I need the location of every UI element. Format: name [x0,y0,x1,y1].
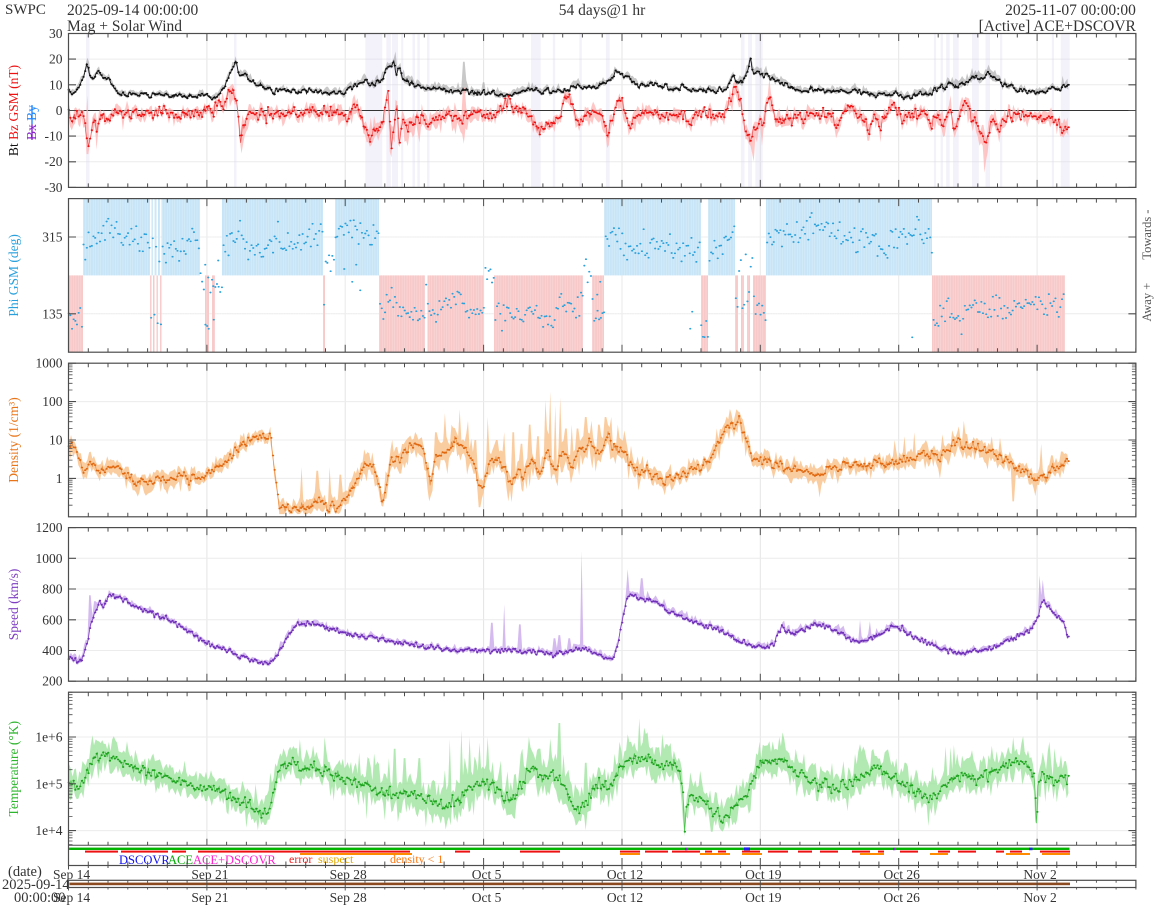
svg-text:Sep 14: Sep 14 [53,890,90,905]
svg-text:(date): (date) [8,864,42,880]
svg-text:Towards -: Towards - [1140,210,1154,260]
svg-text:-30: -30 [45,180,63,195]
svg-text:error: error [289,852,312,866]
svg-text:Density (1/cm³): Density (1/cm³) [6,397,21,482]
svg-text:Sep 21: Sep 21 [191,890,228,905]
svg-text:Nov 2: Nov 2 [1023,867,1056,882]
svg-text:1200: 1200 [36,520,63,535]
svg-text:1e+4: 1e+4 [35,823,62,838]
svg-text:1e+6: 1e+6 [35,730,62,745]
svg-text:Sep 14: Sep 14 [53,867,90,882]
svg-text:Oct 12: Oct 12 [607,867,643,882]
svg-text:54 days@1 hr: 54 days@1 hr [559,2,646,19]
svg-text:Oct 19: Oct 19 [745,890,782,905]
svg-text:[Active] ACE+DSCOVR: [Active] ACE+DSCOVR [979,18,1137,35]
svg-text:Oct 5: Oct 5 [472,867,502,882]
svg-text:200: 200 [42,674,63,689]
svg-text:suspect: suspect [318,852,354,866]
svg-text:ACE: ACE [168,853,193,867]
svg-text:2025-11-07 00:00:00: 2025-11-07 00:00:00 [1005,2,1136,19]
svg-text:ACE+DSCOVR: ACE+DSCOVR [193,853,276,867]
svg-text:Oct 5: Oct 5 [472,890,502,905]
svg-text:Oct 26: Oct 26 [884,890,921,905]
svg-text:30: 30 [49,26,63,41]
svg-text:Bt Bz GSM (nT): Bt Bz GSM (nT) [6,65,21,156]
svg-text:Mag + Solar Wind: Mag + Solar Wind [67,18,182,35]
svg-text:1000: 1000 [36,551,63,566]
svg-text:density < 1: density < 1 [390,852,443,866]
svg-text:0: 0 [56,103,63,118]
svg-text:800: 800 [42,582,63,597]
svg-text:135: 135 [42,306,63,321]
svg-text:1e+5: 1e+5 [35,776,62,791]
svg-text:Oct 12: Oct 12 [607,890,643,905]
svg-text:400: 400 [42,643,63,658]
svg-text:315: 315 [42,230,63,245]
svg-text:Sep 28: Sep 28 [330,890,367,905]
svg-text:Away +: Away + [1140,283,1154,322]
svg-text:-20: -20 [45,154,63,169]
svg-text:Oct 26: Oct 26 [884,867,921,882]
svg-text:-10: -10 [45,129,63,144]
svg-text:10: 10 [49,77,63,92]
svg-text:Phi GSM (deg): Phi GSM (deg) [6,234,21,317]
svg-text:Speed (km/s): Speed (km/s) [6,569,21,641]
svg-text:600: 600 [42,612,63,627]
svg-text:20: 20 [49,52,63,67]
svg-text:Sep 28: Sep 28 [330,867,367,882]
svg-text:2025-09-14 00:00:00: 2025-09-14 00:00:00 [67,2,199,19]
svg-text:Sep 21: Sep 21 [191,867,228,882]
svg-text:Oct 19: Oct 19 [745,867,782,882]
svg-text:1000: 1000 [36,356,63,371]
svg-text:SWPC: SWPC [5,2,46,18]
svg-text:DSCOVR: DSCOVR [119,853,170,867]
svg-text:Temperature (°K): Temperature (°K) [6,721,21,817]
svg-text:Bx By: Bx By [24,105,39,140]
svg-text:10: 10 [49,433,63,448]
svg-text:2025-09-14: 2025-09-14 [2,877,70,893]
svg-text:1: 1 [56,471,63,486]
svg-text:00:00:00: 00:00:00 [14,890,66,905]
svg-text:100: 100 [42,394,63,409]
svg-text:Nov 2: Nov 2 [1023,890,1056,905]
